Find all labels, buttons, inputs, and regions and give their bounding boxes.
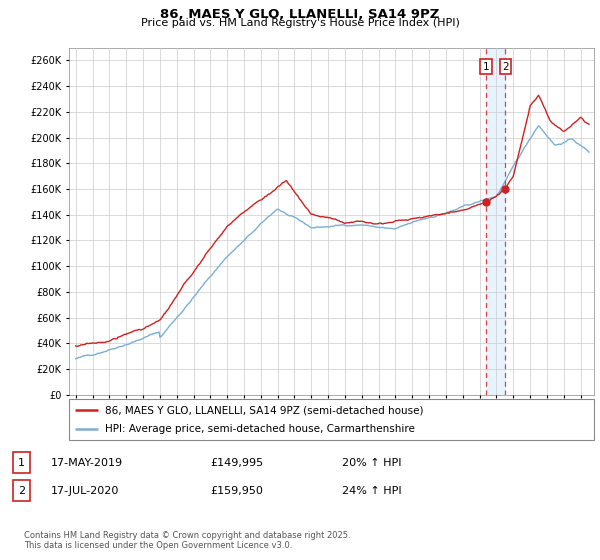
Text: 1: 1 bbox=[482, 62, 489, 72]
Text: 24% ↑ HPI: 24% ↑ HPI bbox=[342, 486, 401, 496]
Text: 86, MAES Y GLO, LLANELLI, SA14 9PZ: 86, MAES Y GLO, LLANELLI, SA14 9PZ bbox=[160, 8, 440, 21]
Bar bbox=[486, 48, 505, 395]
Text: 2: 2 bbox=[502, 62, 509, 72]
Text: £159,950: £159,950 bbox=[210, 486, 263, 496]
Text: 17-JUL-2020: 17-JUL-2020 bbox=[51, 486, 119, 496]
Text: 86, MAES Y GLO, LLANELLI, SA14 9PZ (semi-detached house): 86, MAES Y GLO, LLANELLI, SA14 9PZ (semi… bbox=[105, 405, 423, 415]
FancyBboxPatch shape bbox=[69, 399, 594, 440]
Text: 20% ↑ HPI: 20% ↑ HPI bbox=[342, 458, 401, 468]
Text: 2: 2 bbox=[18, 486, 25, 496]
Text: £149,995: £149,995 bbox=[210, 458, 263, 468]
Text: 1: 1 bbox=[18, 458, 25, 468]
Text: Contains HM Land Registry data © Crown copyright and database right 2025.
This d: Contains HM Land Registry data © Crown c… bbox=[24, 530, 350, 550]
Text: HPI: Average price, semi-detached house, Carmarthenshire: HPI: Average price, semi-detached house,… bbox=[105, 424, 415, 433]
Text: 17-MAY-2019: 17-MAY-2019 bbox=[51, 458, 123, 468]
Text: Price paid vs. HM Land Registry's House Price Index (HPI): Price paid vs. HM Land Registry's House … bbox=[140, 18, 460, 28]
